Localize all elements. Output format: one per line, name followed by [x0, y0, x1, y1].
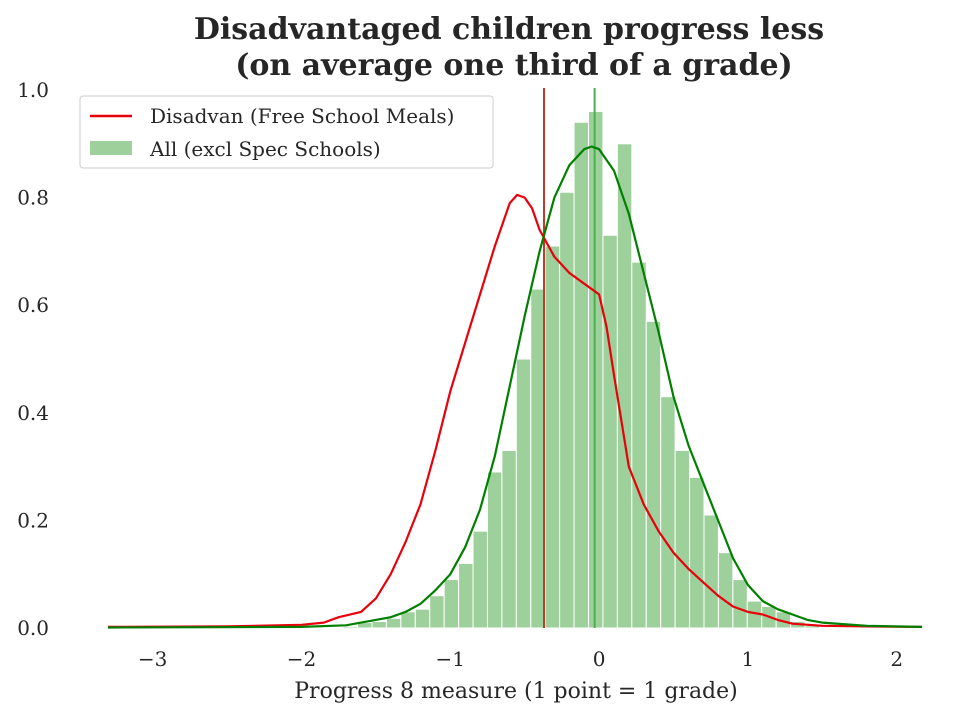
- y-tick-label: 1.0: [17, 78, 49, 102]
- chart-title: Disadvantaged children progress less: [194, 12, 824, 47]
- y-tick-label: 0.2: [17, 508, 49, 532]
- histogram-bar: [544, 245, 561, 629]
- histogram-bar: [645, 320, 662, 629]
- x-tick-label: −1: [436, 647, 465, 671]
- histogram-bar: [588, 111, 604, 629]
- histogram-bar: [429, 595, 445, 629]
- histogram-bar: [674, 449, 691, 629]
- histogram-bar: [472, 530, 488, 629]
- histogram-bar: [385, 617, 402, 629]
- x-tick-label: −2: [287, 647, 316, 671]
- legend-label-disadvan: Disadvan (Free School Meals): [150, 104, 454, 128]
- legend-label-all: All (excl Spec Schools): [149, 137, 381, 161]
- histogram-bar: [703, 514, 719, 629]
- density-curve-disadvan: [107, 193, 923, 629]
- histogram-bar: [573, 121, 590, 629]
- y-tick-label: 0.6: [17, 293, 49, 317]
- legend: Disadvan (Free School Meals) All (excl S…: [79, 95, 494, 169]
- histogram-bar: [631, 261, 647, 629]
- x-tick-label: 0: [593, 647, 606, 671]
- chart-subtitle: (on average one third of a grade): [235, 48, 793, 83]
- histogram-bar: [717, 552, 734, 629]
- y-tick-label: 0.8: [17, 186, 49, 210]
- histogram-bar: [443, 579, 460, 629]
- histogram-bar: [458, 562, 474, 629]
- histogram-bar: [501, 449, 517, 629]
- x-tick-label: −3: [138, 647, 167, 671]
- histogram-bars: [342, 111, 820, 629]
- histogram-bar: [559, 191, 575, 629]
- y-axis-ticks: 0.0 0.2 0.4 0.6 0.8 1.0: [17, 78, 49, 640]
- y-tick-label: 0.0: [17, 616, 49, 640]
- density-curve-all: [107, 145, 923, 629]
- histogram-bar: [400, 611, 416, 629]
- reference-lines: [543, 88, 596, 628]
- histogram-bar: [732, 579, 748, 629]
- density-curves: [107, 145, 923, 629]
- x-axis-ticks: −3 −2 −1 0 1 2: [138, 647, 903, 671]
- histogram-bar: [342, 625, 359, 629]
- histogram-bar: [371, 621, 387, 629]
- x-tick-label: 2: [890, 647, 903, 671]
- histogram-bar: [602, 234, 618, 629]
- histogram-bar: [414, 608, 431, 629]
- legend-swatch-all: [90, 141, 132, 155]
- histogram-bar: [486, 471, 503, 629]
- x-axis-label: Progress 8 measure (1 point = 1 grade): [294, 679, 738, 704]
- legend-box: [79, 95, 494, 169]
- histogram-bar: [660, 396, 676, 629]
- x-tick-label: 1: [742, 647, 755, 671]
- histogram-bar: [689, 476, 705, 629]
- y-tick-label: 0.4: [17, 401, 49, 425]
- histogram-bar: [515, 358, 532, 629]
